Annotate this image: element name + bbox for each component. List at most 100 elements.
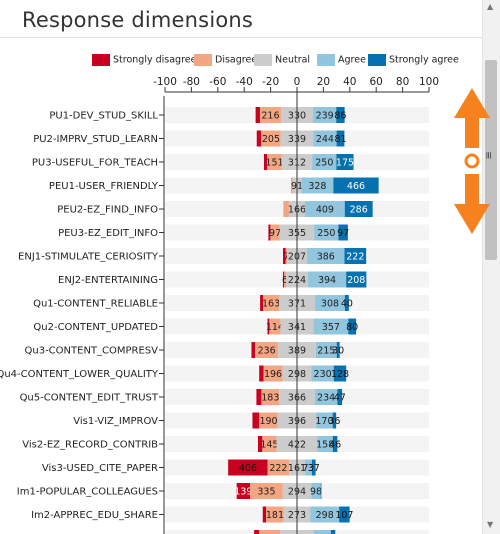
legend-label: Disagree [215, 54, 258, 66]
bar-segment [282, 271, 284, 288]
bar-segment [263, 365, 283, 382]
bar-value-label: 308 [321, 299, 339, 310]
bar-segment [228, 459, 268, 476]
bar-value-label: 86 [334, 111, 346, 122]
legend-label: Agree [338, 54, 366, 66]
bar-segment [348, 318, 357, 335]
bar-value-label: 128 [331, 369, 349, 380]
x-tick-label: 40 [343, 76, 356, 88]
bar-segment [251, 342, 256, 358]
legend-label: Strongly agree [389, 54, 459, 66]
bar-segment [305, 201, 345, 217]
bar-segment [255, 107, 260, 123]
bar-value-label: 73 [302, 463, 314, 474]
bar-segment [332, 412, 337, 429]
legend-label: Strongly disagree [113, 54, 197, 66]
bar-segment [261, 389, 280, 405]
y-category-label: Qu1-CONTENT_RELIABLE [33, 299, 158, 310]
bar-value-label: 234 [317, 393, 335, 404]
bar-value-label: 97 [337, 228, 349, 239]
bar-segment [266, 506, 284, 523]
scrollbar-thumb[interactable] [485, 60, 497, 260]
bar-segment [339, 506, 350, 523]
y-category-label: Qu4-CONTENT_LOWER_QUALITY [0, 369, 159, 380]
scroll-down-arrow-icon[interactable]: ▼ [487, 520, 494, 529]
bar-value-label: 163 [262, 299, 280, 310]
bar-value-label: 386 [317, 252, 335, 263]
bar-value-label: 190 [259, 416, 277, 427]
bar-segment [344, 248, 367, 264]
page-title: Response dimensions [22, 8, 254, 32]
bar-segment [313, 130, 337, 147]
bar-value-label: 158 [316, 440, 334, 451]
bar-value-label: 181 [266, 510, 284, 521]
bar-value-label: 250 [315, 158, 333, 169]
bar-segment [267, 459, 290, 476]
y-category-label: Im2-APPREC_EDU_SHARE [31, 510, 158, 521]
bar-segment [330, 530, 336, 534]
bar-value-label: 7 [283, 252, 289, 263]
bar-segment [307, 248, 345, 264]
bar-segment [336, 342, 340, 358]
bar-segment [267, 318, 270, 335]
bar-segment [310, 506, 340, 523]
bar-segment [252, 412, 260, 429]
bar-segment [333, 365, 347, 382]
bar-value-label: 37 [308, 463, 320, 474]
bar-value-label: 328 [308, 181, 326, 192]
bar-segment [311, 459, 316, 476]
bar-value-label: 335 [257, 487, 275, 498]
bar-value-label: 139 [234, 487, 252, 498]
bar-value-label: 46 [329, 440, 341, 451]
bar-segment [259, 107, 281, 123]
bar-value-label: 286 [350, 205, 368, 216]
bar-segment [314, 224, 339, 241]
y-category-label: PU1-DEV_STUD_SKILL [49, 111, 158, 122]
bar-value-label: 36 [328, 416, 340, 427]
vertical-resize-arrows-icon[interactable] [454, 88, 490, 234]
bar-segment [259, 412, 278, 429]
bar-value-label: 107 [335, 510, 353, 521]
bar-segment [346, 271, 367, 288]
legend-item: Strongly disagree [92, 54, 196, 66]
bar-value-label: 215 [317, 346, 335, 357]
legend-item: Disagree [194, 54, 257, 66]
diverging-bar-chart: -100 -80 -60 -40 -20 0 20 40 60 80 100 PU1-DEV_STUD… [0, 76, 439, 534]
bar-value-label: 406 [239, 463, 257, 474]
bar-value-label: 239 [316, 111, 334, 122]
bar-value-label: 30 [332, 346, 344, 357]
bar-value-label: 357 [322, 322, 340, 333]
x-tick-label: 60 [370, 76, 383, 88]
scroll-up-arrow-icon[interactable]: ▲ [487, 2, 494, 11]
bar-segment [312, 154, 337, 170]
bar-segment [313, 107, 337, 123]
bar-segment [254, 530, 260, 534]
bar-segment [332, 436, 338, 452]
bar-segment [301, 177, 334, 194]
vertical-scrollbar[interactable]: ▲ ≡ ▼ [482, 0, 500, 534]
bar-segment [256, 130, 262, 147]
x-tick-label: -100 [153, 76, 177, 88]
bar-segment [283, 248, 286, 264]
bar-value-label: 196 [264, 369, 282, 380]
bar-segment [315, 295, 345, 311]
bar-segment [267, 154, 282, 170]
bar-value-label: 205 [262, 134, 280, 145]
x-tick-label: 20 [317, 76, 330, 88]
bar-segment [262, 436, 277, 452]
legend-swatch [254, 54, 272, 66]
y-category-label: ENJ2-ENTERTAINING [58, 275, 158, 286]
bar-segment [268, 224, 271, 241]
bar-segment [311, 483, 321, 499]
bar-segment [250, 483, 283, 499]
bar-segment [320, 483, 322, 499]
legend-item: Strongly agree [368, 54, 459, 66]
x-tick-label: -20 [262, 76, 279, 88]
bar-segment [333, 177, 379, 194]
y-category-label: PU2-IMPRV_STUD_LEARN [33, 134, 158, 145]
bar-value-label: 170 [315, 416, 333, 427]
bar-value-label: 6 [282, 275, 288, 286]
y-category-label: Qu3-CONTENT_COMPRESV [25, 346, 159, 357]
bar-segment [236, 483, 251, 499]
bar-segment [260, 295, 264, 311]
